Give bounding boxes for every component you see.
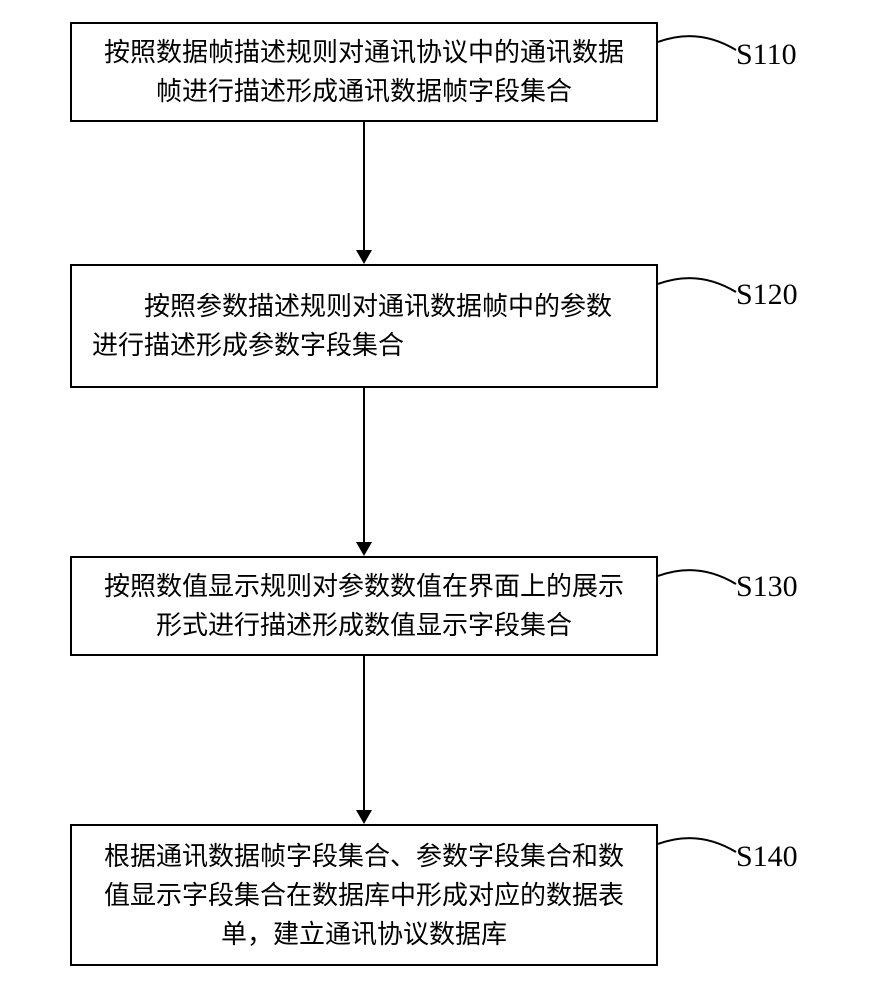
step-label-s130: S130 (736, 570, 798, 604)
flowchart-container: 按照数据帧描述规则对通讯协议中的通讯数据帧进行描述形成通讯数据帧字段集合 S11… (0, 0, 884, 1000)
label-connector-s120 (658, 264, 738, 314)
connector-2 (363, 388, 365, 542)
connector-3 (363, 656, 365, 810)
flow-node-s130: 按照数值显示规则对参数数值在界面上的展示形式进行描述形成数值显示字段集合 (70, 556, 658, 656)
label-connector-s110 (658, 22, 738, 72)
step-label-s120: S120 (736, 278, 798, 312)
label-connector-s130 (658, 556, 738, 606)
node-text-s140: 根据通讯数据帧字段集合、参数字段集合和数值显示字段集合在数据库中形成对应的数据表… (92, 837, 636, 954)
node-text-s120: 按照参数描述规则对通讯数据帧中的参数进行描述形成参数字段集合 (92, 287, 636, 365)
arrow-1 (356, 250, 372, 264)
flow-node-s110: 按照数据帧描述规则对通讯协议中的通讯数据帧进行描述形成通讯数据帧字段集合 (70, 22, 658, 122)
connector-1 (363, 122, 365, 250)
node-text-s110: 按照数据帧描述规则对通讯协议中的通讯数据帧进行描述形成通讯数据帧字段集合 (92, 33, 636, 111)
label-connector-s140 (658, 824, 738, 874)
node-text-s130: 按照数值显示规则对参数数值在界面上的展示形式进行描述形成数值显示字段集合 (92, 567, 636, 645)
step-label-s110: S110 (736, 38, 797, 72)
arrow-3 (356, 810, 372, 824)
flow-node-s120: 按照参数描述规则对通讯数据帧中的参数进行描述形成参数字段集合 (70, 264, 658, 388)
arrow-2 (356, 542, 372, 556)
flow-node-s140: 根据通讯数据帧字段集合、参数字段集合和数值显示字段集合在数据库中形成对应的数据表… (70, 824, 658, 966)
step-label-s140: S140 (736, 840, 798, 874)
